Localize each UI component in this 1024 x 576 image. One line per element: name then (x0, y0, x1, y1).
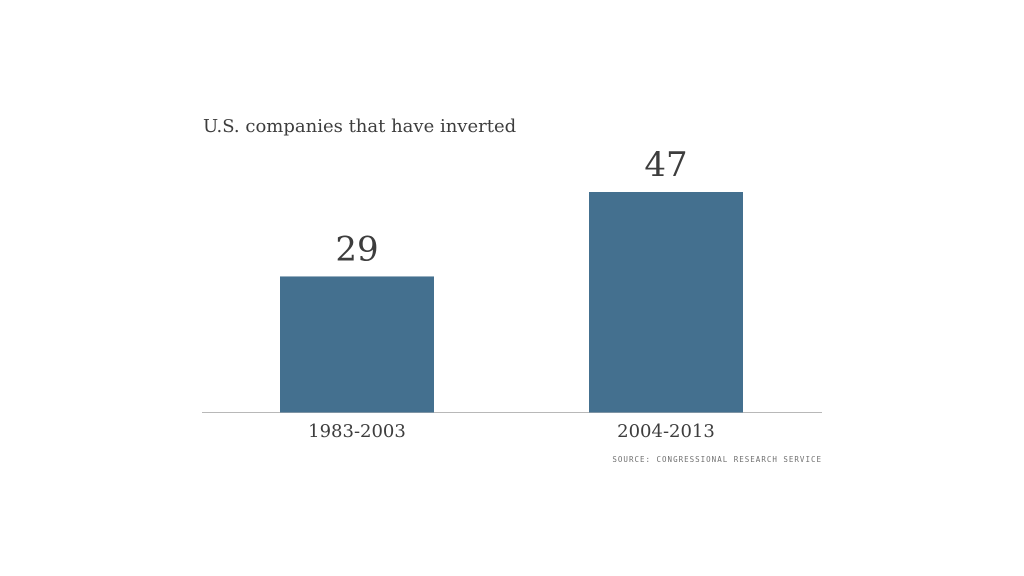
x-tick-label: 1983-2003 (308, 421, 406, 442)
bar-value-label: 47 (644, 145, 687, 185)
bar-value-label: 29 (335, 229, 378, 269)
chart-title: U.S. companies that have inverted (203, 116, 517, 137)
bar-2004-2013 (589, 192, 743, 413)
bar-1983-2003 (280, 276, 434, 413)
source-note: SOURCE: CONGRESSIONAL RESEARCH SERVICE (612, 455, 822, 464)
x-tick-label: 2004-2013 (617, 421, 715, 442)
